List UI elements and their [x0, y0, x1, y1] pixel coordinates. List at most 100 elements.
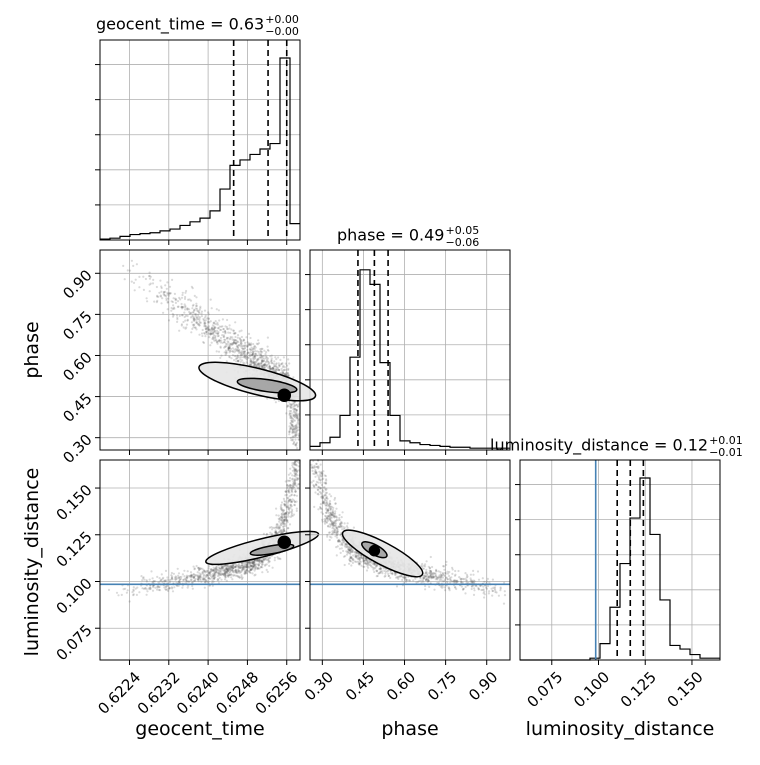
scatter-geocent-time-vs-phase-point	[209, 344, 212, 347]
scatter-phase-vs-luminosity-distance-point	[477, 588, 480, 591]
scatter-geocent-time-vs-phase-point	[255, 360, 258, 363]
scatter-geocent-time-vs-phase-point	[242, 356, 245, 359]
scatter-phase-vs-luminosity-distance-point	[327, 508, 330, 511]
scatter-geocent-time-vs-luminosity-distance-point	[284, 518, 287, 521]
scatter-geocent-time-vs-luminosity-distance-point	[213, 572, 216, 575]
scatter-geocent-time-vs-luminosity-distance-point	[168, 587, 171, 590]
scatter-geocent-time-vs-phase-point	[166, 281, 169, 284]
scatter-geocent-time-vs-phase-point	[227, 346, 230, 349]
scatter-geocent-time-vs-luminosity-distance-point	[283, 523, 286, 526]
scatter-phase-vs-luminosity-distance-point	[428, 566, 432, 570]
scatter-phase-vs-luminosity-distance-point	[349, 556, 353, 559]
scatter-phase-vs-luminosity-distance-point	[320, 492, 323, 495]
scatter-phase-vs-luminosity-distance-point	[326, 519, 330, 522]
scatter-geocent-time-vs-phase-point	[263, 364, 266, 367]
scatter-geocent-time-vs-phase-point	[233, 351, 236, 354]
scatter-geocent-time-vs-luminosity-distance-point	[291, 498, 294, 501]
scatter-geocent-time-vs-phase-point	[160, 302, 163, 305]
scatter-geocent-time-vs-luminosity-distance-point	[158, 577, 161, 580]
scatter-phase-vs-luminosity-distance-point	[330, 505, 333, 508]
scatter-geocent-time-vs-phase-point	[193, 309, 196, 312]
scatter-phase-vs-luminosity-distance-point	[345, 550, 348, 553]
scatter-geocent-time-vs-phase-point	[281, 371, 285, 374]
scatter-geocent-time-vs-luminosity-distance-point	[242, 568, 245, 571]
scatter-geocent-time-vs-luminosity-distance-point	[214, 567, 217, 570]
scatter-geocent-time-vs-phase-point	[235, 339, 238, 342]
scatter-geocent-time-vs-phase-point	[229, 350, 232, 353]
scatter-geocent-time-vs-phase-point	[171, 307, 174, 311]
scatter-geocent-time-vs-phase-point	[212, 337, 215, 341]
scatter-geocent-time-vs-phase-point	[202, 341, 206, 344]
scatter-phase-vs-luminosity-distance-point	[353, 560, 356, 563]
scatter-geocent-time-vs-luminosity-distance-point	[295, 509, 298, 512]
scatter-geocent-time-vs-luminosity-distance-point	[237, 566, 241, 569]
scatter-geocent-time-vs-luminosity-distance-point	[234, 563, 237, 566]
scatter-geocent-time-vs-luminosity-distance-point	[268, 526, 271, 529]
scatter-phase-vs-luminosity-distance-point	[453, 580, 456, 583]
scatter-geocent-time-vs-luminosity-distance-point	[293, 463, 296, 466]
scatter-phase-vs-luminosity-distance-point	[499, 587, 502, 590]
scatter-geocent-time-vs-phase-point	[228, 338, 231, 341]
scatter-phase-vs-luminosity-distance-point	[349, 550, 353, 553]
scatter-phase-vs-luminosity-distance-point	[338, 540, 341, 543]
scatter-phase-vs-luminosity-distance-point	[464, 577, 467, 580]
scatter-geocent-time-vs-phase-point	[236, 355, 239, 358]
scatter-geocent-time-vs-phase-point	[256, 363, 259, 366]
scatter-geocent-time-vs-luminosity-distance-point	[261, 563, 264, 567]
scatter-phase-vs-luminosity-distance-point	[376, 569, 379, 572]
scatter-geocent-time-vs-luminosity-distance-point	[208, 571, 211, 575]
scatter-phase-vs-luminosity-distance-point	[343, 563, 346, 567]
scatter-phase-vs-luminosity-distance-point	[346, 551, 349, 554]
scatter-geocent-time-vs-luminosity-distance-point	[247, 566, 250, 569]
scatter-geocent-time-vs-phase-point	[239, 341, 242, 344]
scatter-geocent-time-vs-luminosity-distance-point	[218, 574, 221, 577]
scatter-geocent-time-vs-phase-point	[236, 336, 239, 339]
scatter-geocent-time-vs-luminosity-distance-point	[293, 463, 297, 466]
scatter-phase-vs-luminosity-distance-point	[472, 579, 475, 582]
scatter-phase-vs-luminosity-distance-point	[365, 558, 368, 561]
scatter-geocent-time-vs-luminosity-distance-point	[258, 559, 261, 562]
scatter-geocent-time-vs-phase-point	[219, 328, 222, 331]
scatter-geocent-time-vs-luminosity-distance-point	[284, 522, 287, 526]
scatter-geocent-time-vs-phase-point	[265, 351, 268, 354]
scatter-geocent-time-vs-luminosity-distance-point	[191, 581, 194, 584]
scatter-phase-vs-luminosity-distance-point	[315, 472, 318, 475]
scatter-phase-vs-luminosity-distance-point	[323, 498, 326, 501]
scatter-phase-vs-luminosity-distance-point	[418, 579, 421, 582]
scatter-geocent-time-vs-luminosity-distance-point	[286, 501, 290, 504]
scatter-phase-vs-luminosity-distance-point	[434, 575, 437, 578]
scatter-phase-vs-luminosity-distance-point	[338, 525, 341, 529]
scatter-geocent-time-vs-phase-point	[243, 352, 246, 355]
scatter-geocent-time-vs-luminosity-distance-point	[213, 577, 216, 580]
scatter-geocent-time-vs-luminosity-distance-point	[261, 571, 264, 574]
scatter-geocent-time-vs-luminosity-distance-point	[286, 486, 289, 490]
scatter-geocent-time-vs-luminosity-distance-point	[220, 578, 223, 581]
scatter-geocent-time-vs-luminosity-distance-point	[296, 477, 299, 480]
scatter-geocent-time-vs-luminosity-distance-point	[283, 515, 286, 519]
scatter-phase-vs-luminosity-distance-point	[451, 566, 454, 569]
scatter-phase-vs-luminosity-distance-point	[381, 572, 384, 575]
scatter-geocent-time-vs-luminosity-distance-point	[166, 578, 169, 582]
scatter-geocent-time-vs-luminosity-distance-point	[160, 573, 163, 576]
scatter-geocent-time-vs-phase-point	[295, 431, 298, 434]
scatter-geocent-time-vs-phase-point	[216, 342, 219, 345]
scatter-phase-vs-luminosity-distance-point	[319, 463, 322, 466]
scatter-geocent-time-vs-luminosity-distance-point	[210, 568, 213, 571]
scatter-geocent-time-vs-luminosity-distance-point	[230, 566, 233, 569]
scatter-geocent-time-vs-phase-point	[192, 316, 196, 319]
scatter-phase-vs-luminosity-distance-point	[479, 584, 482, 587]
scatter-geocent-time-vs-phase-point	[225, 344, 228, 347]
scatter-geocent-time-vs-phase-point	[266, 336, 269, 339]
scatter-geocent-time-vs-luminosity-distance-point	[251, 561, 254, 564]
scatter-geocent-time-vs-phase-point	[249, 357, 252, 360]
scatter-geocent-time-vs-phase-point	[280, 363, 283, 366]
scatter-geocent-time-vs-luminosity-distance-point	[281, 508, 284, 511]
scatter-phase-vs-luminosity-distance-point	[456, 580, 459, 583]
scatter-geocent-time-vs-phase-point	[203, 325, 206, 328]
scatter-geocent-time-vs-luminosity-distance-point	[208, 565, 211, 568]
scatter-geocent-time-vs-luminosity-distance-point	[288, 488, 291, 491]
scatter-geocent-time-vs-luminosity-distance-point	[204, 575, 208, 579]
scatter-geocent-time-vs-luminosity-distance-point	[177, 580, 180, 583]
scatter-geocent-time-vs-luminosity-distance-point	[196, 574, 199, 577]
scatter-geocent-time-vs-phase-point	[237, 349, 240, 352]
